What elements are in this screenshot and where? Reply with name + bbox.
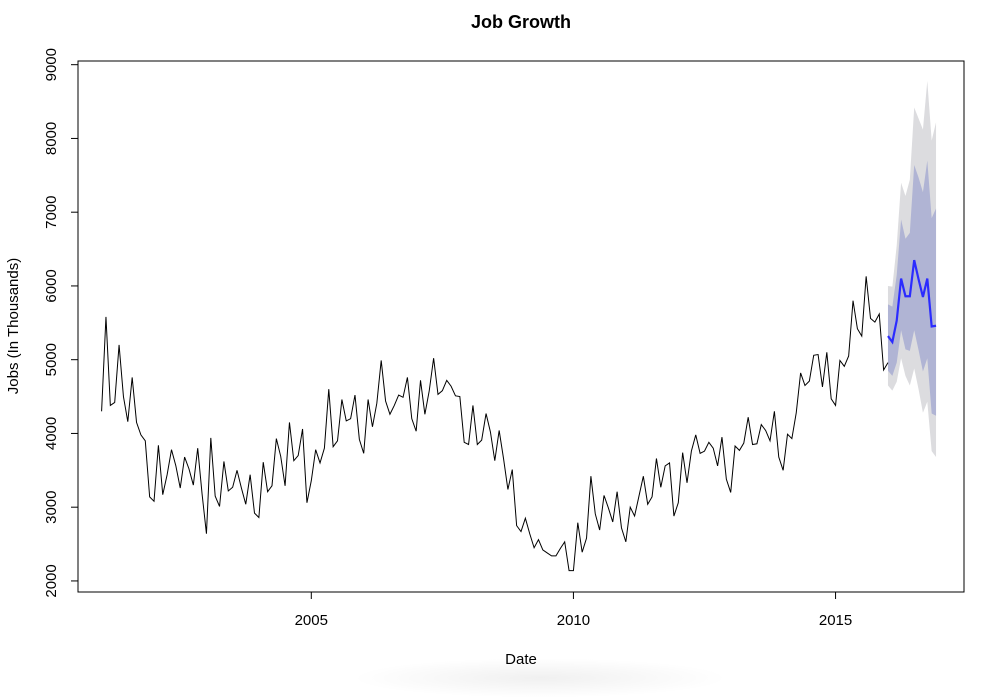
y-tick-label: 5000: [43, 343, 60, 376]
x-tick-label: 2015: [819, 612, 852, 629]
forecast-series-line: [887, 259, 937, 345]
bottom-shadow: [350, 658, 730, 698]
x-tick-label: 2010: [557, 612, 590, 629]
x-tick-label: 2005: [295, 612, 328, 629]
y-tick-label: 9000: [43, 48, 60, 81]
y-tick-label: 2000: [43, 564, 60, 597]
chart-title: Job Growth: [471, 12, 571, 32]
history-series-line: [101, 276, 889, 572]
y-tick-label: 6000: [43, 269, 60, 302]
y-axis: 2000 3000 4000 5000 6000 7000 8000 9000: [43, 48, 79, 598]
y-tick-label: 4000: [43, 417, 60, 450]
job-growth-chart: Job Growth 2005 2010 2015 2000 3000 4000 5000…: [5, 12, 965, 668]
x-axis: 2005 2010 2015: [295, 591, 852, 629]
x-axis-label: Date: [505, 651, 537, 668]
band-80: [887, 160, 937, 416]
y-tick-label: 8000: [43, 122, 60, 155]
forecast-interval-bands: [887, 80, 937, 458]
plot-area-frame: [77, 60, 965, 593]
y-tick-label: 7000: [43, 196, 60, 229]
y-tick-label: 3000: [43, 491, 60, 524]
y-axis-label: Jobs (In Thousands): [5, 258, 22, 394]
series-lines: [101, 259, 937, 572]
